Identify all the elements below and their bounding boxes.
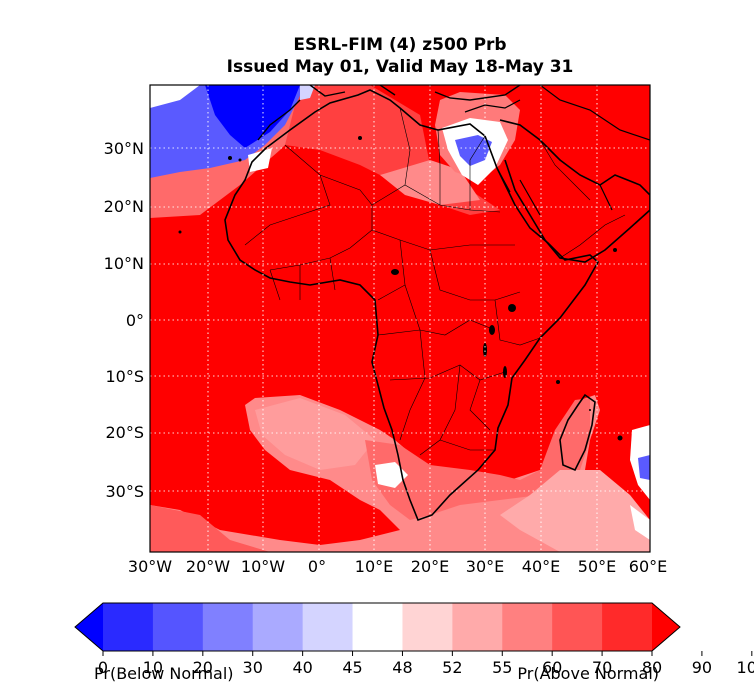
map-frame [149, 84, 651, 553]
colorbar-tick-label: 20 [193, 658, 213, 677]
below-normal-se [638, 455, 650, 480]
colorbar-tick-label: 40 [292, 658, 312, 677]
colorbar-bin [402, 603, 453, 651]
lakes-islands [178, 136, 623, 441]
lon-label: 60°E [629, 557, 667, 576]
lon-label: 20°E [411, 557, 449, 576]
colorbar-tick-label: 70 [592, 658, 612, 677]
colorbar-tick-label: 80 [642, 658, 662, 677]
colorbar-bin [602, 603, 653, 651]
colorbar-tick-label: 45 [342, 658, 362, 677]
europe-coastline [257, 85, 521, 141]
lat-label: 20°N [104, 197, 144, 216]
colorbar-bin [352, 603, 403, 651]
pale-below-nw [300, 85, 315, 100]
lat-label: 10°S [105, 367, 144, 386]
lon-label: 10°E [355, 557, 393, 576]
lon-label: 50°E [578, 557, 616, 576]
colorbar-bin [103, 603, 154, 651]
neutral-south-atlantic [375, 462, 408, 488]
colorbar-bin [302, 603, 354, 651]
colorbar-tick-label: 100 [737, 658, 754, 677]
arabia-coastline [499, 119, 650, 263]
neutral-nw-corner [150, 85, 200, 108]
lon-label: 10°W [241, 557, 285, 576]
colorbar-tick-label: 52 [442, 658, 462, 677]
lon-label: 30°W [128, 557, 172, 576]
lon-label: 40°E [522, 557, 560, 576]
red-sea-line [496, 167, 613, 216]
colorbar-bin [202, 603, 254, 651]
colorbar-bin [75, 603, 103, 651]
lat-label: 0° [126, 311, 144, 330]
colorbar-tick-label: 60 [542, 658, 562, 677]
colorbar-tick-label: 90 [692, 658, 712, 677]
country-borders [244, 107, 626, 456]
colorbar-bin [652, 603, 680, 651]
below-normal-east-med [455, 135, 492, 166]
neutral-gibraltar [248, 148, 272, 172]
map-title-line1: ESRL-FIM (4) z500 Prb [293, 35, 507, 55]
latitude-labels: 30°N 20°N 10°N 0° 10°S 20°S 30°S [104, 139, 144, 501]
colorbar-bin [152, 603, 204, 651]
map-title-line2: Issued May 01, Valid May 18-May 31 [226, 57, 574, 77]
colorbar-bin [252, 603, 304, 651]
lat-label: 20°S [105, 423, 144, 442]
colorbar-bin [552, 603, 603, 651]
pink-south-atlantic [255, 398, 375, 470]
colorbar-label-below: Pr(Below Normal) [94, 664, 234, 683]
madagascar-coastline [559, 393, 596, 472]
lon-label: 20°W [186, 557, 230, 576]
neutral-se-bottom [630, 505, 650, 540]
colorbar-tick-label: 48 [392, 658, 412, 677]
lat-label: 30°S [105, 482, 144, 501]
pink-sw-edge [150, 505, 270, 552]
colorbar-tick-label: 10 [143, 658, 163, 677]
lon-label: 0° [308, 557, 326, 576]
colorbar-bin [502, 603, 553, 651]
strong-below-nw [205, 85, 300, 148]
lat-label: 30°N [104, 139, 144, 158]
africa-coastline [224, 89, 600, 522]
pink-south-africa [365, 398, 590, 520]
lat-label: 10°N [104, 254, 144, 273]
colorbar: 0 10 20 30 40 45 48 52 55 60 70 80 90 100 [74, 602, 754, 677]
colorbar-tick-label: 55 [492, 658, 512, 677]
gridlines [150, 85, 650, 552]
colorbar-bin [452, 603, 503, 651]
colorbar-tick-label: 30 [243, 658, 263, 677]
map-plot-area [150, 85, 650, 552]
turkey-coastline [464, 85, 650, 141]
longitude-labels: 30°W 20°W 10°W 0° 10°E 20°E 30°E 40°E 50… [128, 557, 667, 576]
colorbar-label-above: Pr(Above Normal) [517, 664, 659, 683]
colorbar-tick-label: 0 [98, 658, 108, 677]
lon-label: 30°E [466, 557, 504, 576]
